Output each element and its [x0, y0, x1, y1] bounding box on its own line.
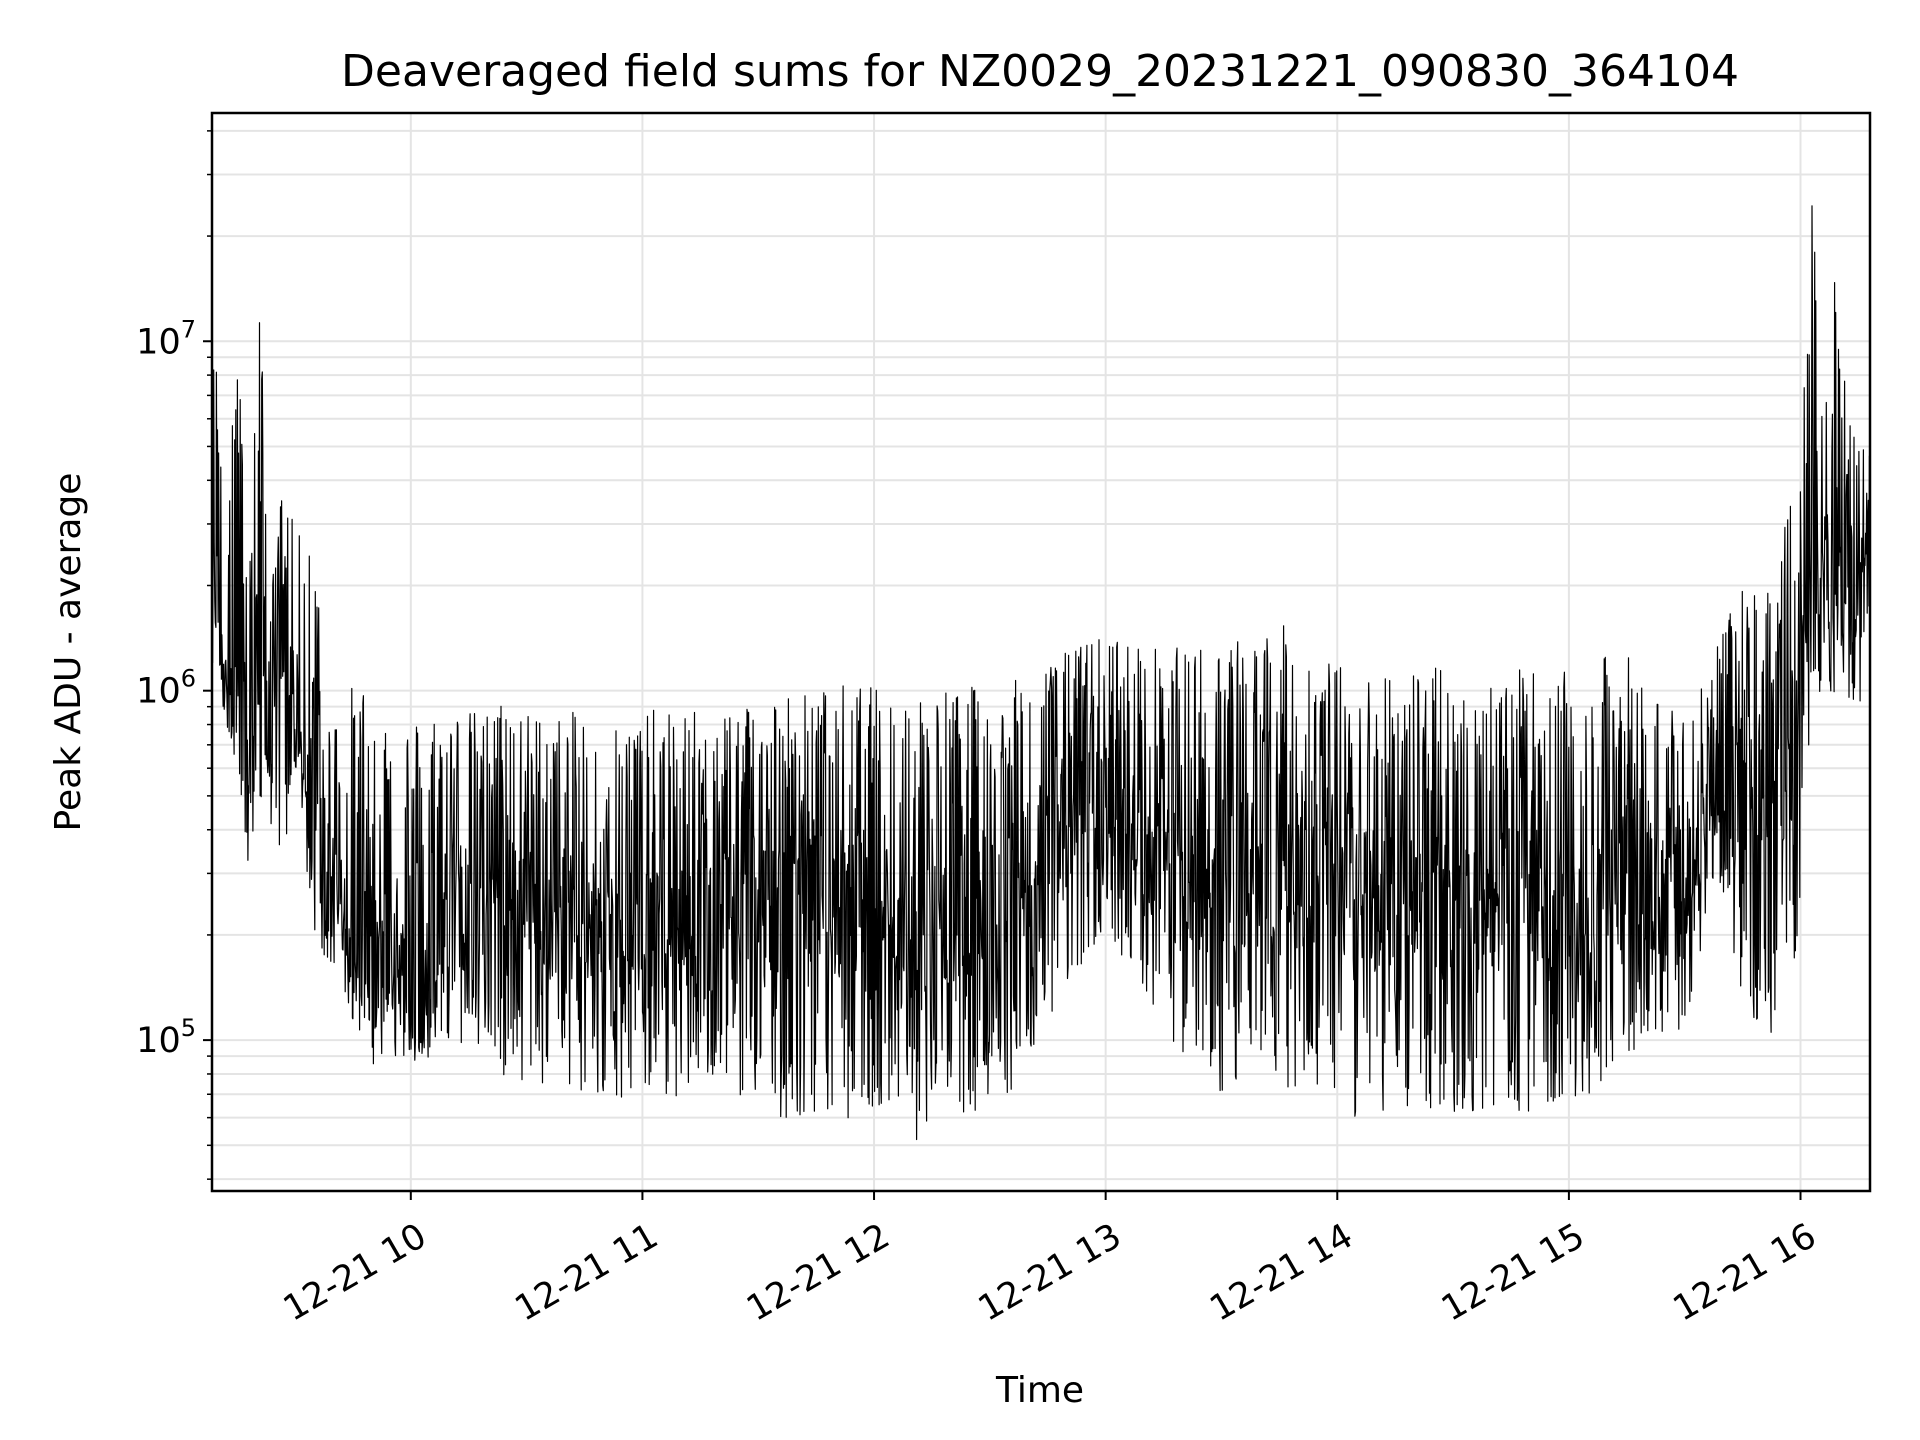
chart-title: Deaveraged field sums for NZ0029_2023122…: [341, 46, 1739, 97]
y-axis-label: Peak ADU - average: [48, 473, 89, 832]
series-line: [211, 205, 1871, 1141]
axes-frame: [210, 111, 1872, 1193]
y-tick-label: 105: [136, 1014, 196, 1061]
y-tick-label: 106: [136, 665, 196, 712]
y-tick-label: 107: [136, 315, 196, 362]
x-axis-label: Time: [995, 1370, 1084, 1411]
plot-area: [211, 205, 1871, 1141]
